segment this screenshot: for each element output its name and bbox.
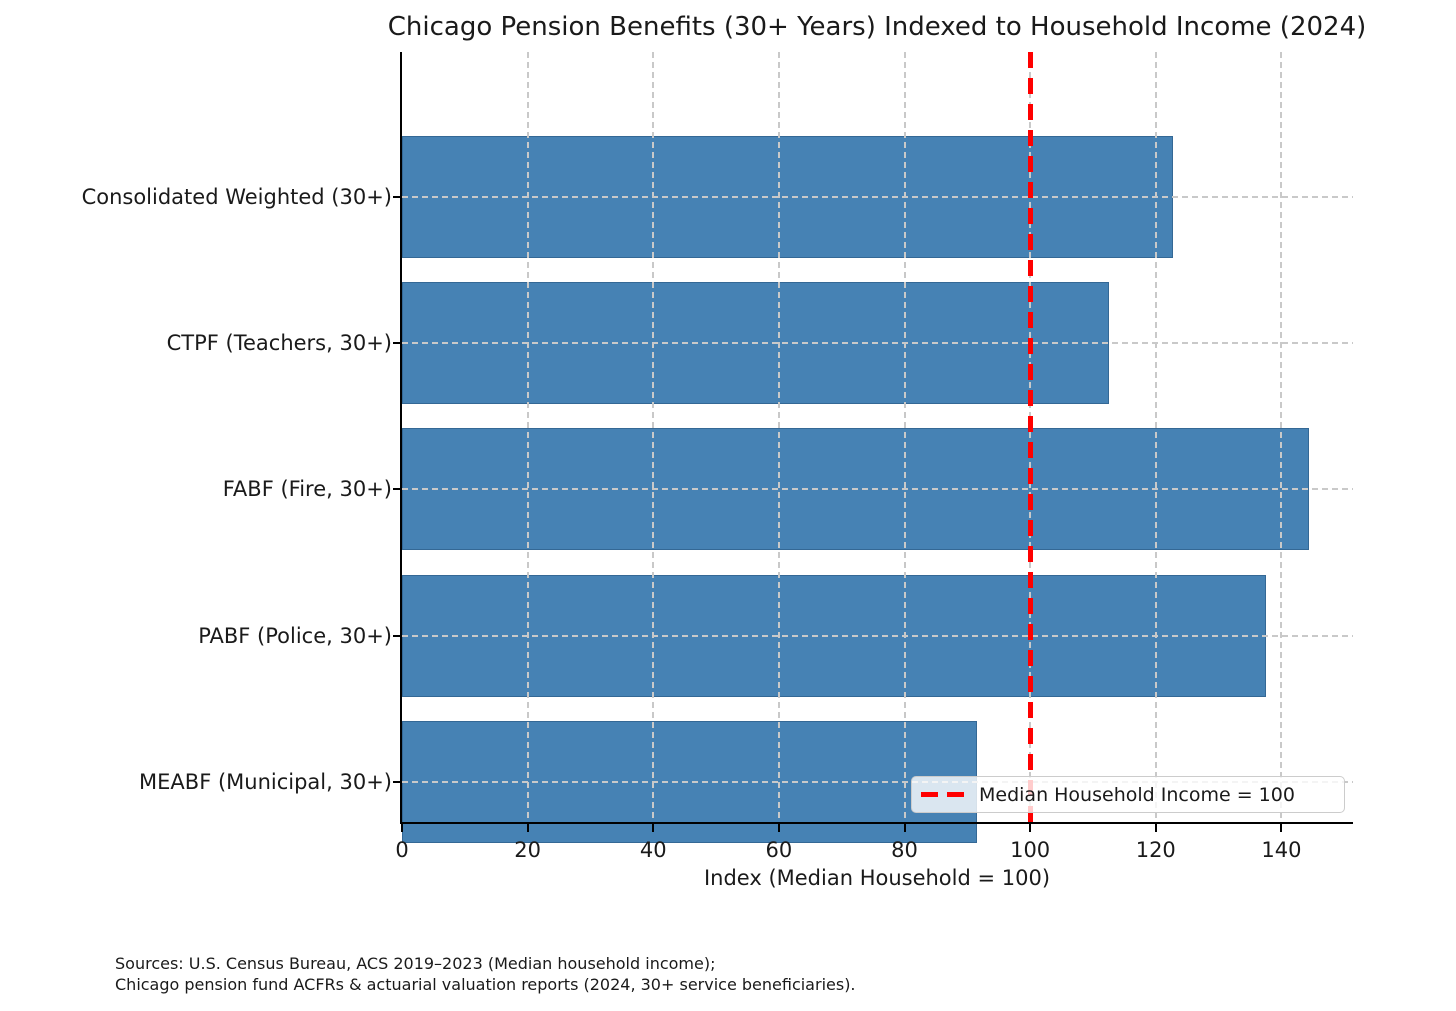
category-label-3: PABF (Police, 30+): [198, 623, 392, 648]
x-tick-label-20: 20: [514, 838, 541, 862]
source-line-2: Chicago pension fund ACFRs & actuarial v…: [115, 975, 856, 994]
x-tick-mark-80: [903, 824, 906, 832]
category-label-4: MEABF (Municipal, 30+): [139, 769, 392, 794]
y-tick-mark-0: [393, 196, 401, 198]
y-tick-mark-4: [393, 780, 401, 783]
x-tick-mark-140: [1280, 824, 1283, 832]
y-tick-mark-1: [393, 342, 401, 345]
x-gridline-80: [903, 52, 906, 823]
x-tick-mark-100: [1029, 824, 1032, 832]
source-line-1: Sources: U.S. Census Bureau, ACS 2019–20…: [115, 954, 716, 973]
y-gridline-4: [402, 780, 1353, 783]
x-tick-mark-40: [652, 824, 655, 832]
x-tick-label-140: 140: [1261, 838, 1302, 862]
y-gridline-0: [402, 196, 1353, 198]
reference-line: [1027, 52, 1033, 823]
x-tick-mark-20: [526, 824, 529, 832]
x-gridline-140: [1280, 52, 1283, 823]
x-gridline-20: [526, 52, 529, 823]
x-tick-mark-60: [777, 824, 780, 832]
y-axis-spine: [400, 52, 402, 823]
x-tick-label-0: 0: [395, 838, 409, 862]
chart-title: Chicago Pension Benefits (30+ Years) Ind…: [387, 12, 1367, 42]
y-gridline-1: [402, 342, 1353, 345]
y-gridline-2: [402, 488, 1353, 491]
category-label-0: Consolidated Weighted (30+): [81, 185, 392, 209]
x-axis-label: Index (Median Household = 100): [703, 866, 1051, 890]
x-tick-label-60: 60: [765, 838, 793, 862]
x-tick-mark-0: [401, 824, 403, 832]
y-gridline-3: [402, 634, 1353, 637]
y-tick-mark-3: [393, 634, 401, 637]
plot-area: [402, 52, 1353, 843]
x-axis-spine: [400, 822, 1353, 824]
x-tick-label-100: 100: [1010, 838, 1051, 862]
legend: Median Household Income = 100: [911, 776, 1345, 813]
source-note: Sources: U.S. Census Bureau, ACS 2019–20…: [115, 953, 856, 995]
category-label-2: FABF (Fire, 30+): [222, 477, 392, 502]
x-tick-label-40: 40: [639, 838, 667, 862]
x-gridline-120: [1154, 52, 1157, 823]
x-tick-label-120: 120: [1135, 838, 1176, 862]
x-gridline-60: [777, 52, 780, 823]
legend-label: Median Household Income = 100: [979, 783, 1295, 806]
red-dashed-line-icon: [921, 792, 964, 797]
category-label-1: CTPF (Teachers, 30+): [166, 331, 392, 356]
y-tick-mark-2: [393, 488, 401, 491]
x-gridline-40: [652, 52, 655, 823]
x-tick-label-80: 80: [891, 838, 918, 862]
x-tick-mark-120: [1154, 824, 1157, 832]
